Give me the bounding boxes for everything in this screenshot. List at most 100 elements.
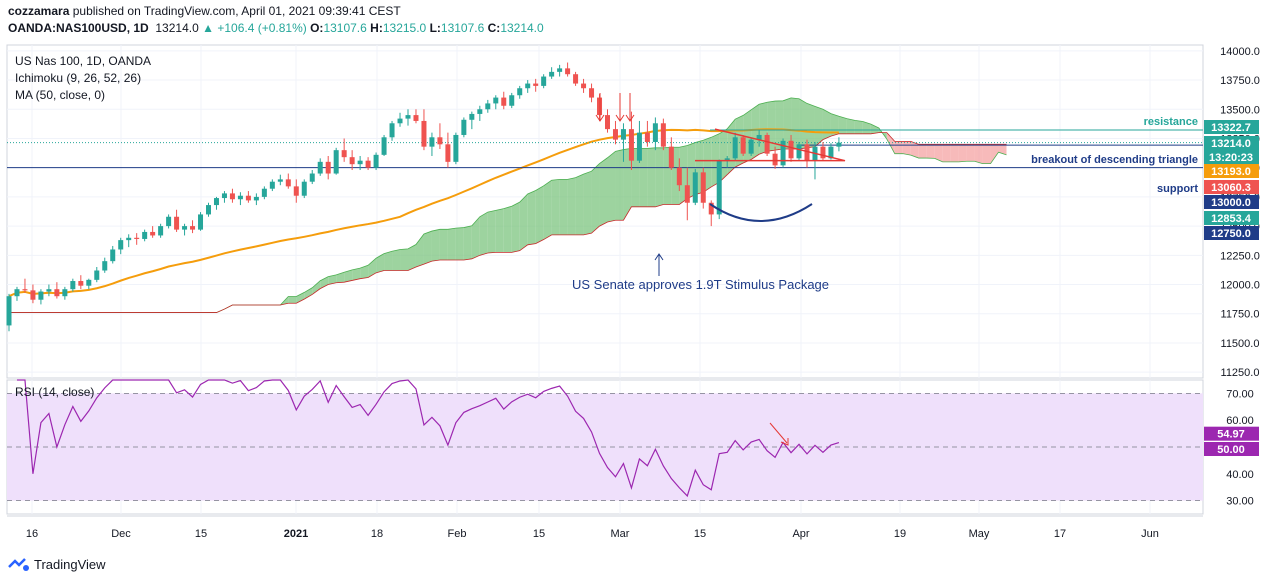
candle-body	[612, 129, 618, 140]
cloud-segment	[838, 116, 847, 134]
cloud-segment	[783, 97, 792, 149]
candle-body	[190, 226, 196, 230]
candle-body	[469, 113, 475, 120]
price-tick-label: 12250.0	[1220, 250, 1260, 262]
time-axis[interactable]: 16 Dec 15 2021 18 Feb 15 Mar 15 Apr 19 May 17 Jun	[7, 515, 1203, 540]
cloud-segment	[942, 144, 951, 162]
cloud-segment	[423, 231, 432, 265]
cloud-segment	[312, 280, 321, 295]
cloud-segment	[559, 179, 568, 235]
publish-text: published on TradingView.com, April 01, …	[72, 4, 401, 18]
candle-body	[6, 296, 12, 326]
candle-body	[740, 137, 746, 154]
symbol-name: OANDA:NAS100USD, 1D	[8, 21, 149, 35]
cloud-segment	[647, 147, 656, 207]
candle-body	[780, 140, 786, 166]
price-badge-label: 13:20:23	[1209, 152, 1253, 164]
candle-body	[301, 181, 307, 196]
price-badge-label: 13000.0	[1211, 197, 1251, 209]
candle-body	[620, 129, 626, 140]
candle-body	[94, 270, 100, 280]
price-axis[interactable]: 11250.011500.011750.012000.012250.012500…	[1204, 46, 1260, 508]
horizontal-levels	[7, 129, 1203, 169]
cloud-segment	[775, 100, 784, 151]
candle-body	[317, 161, 323, 174]
cloud-segment	[958, 144, 967, 162]
candle-body	[453, 134, 459, 162]
price-badge	[1204, 226, 1259, 240]
candle-body	[54, 289, 60, 297]
cloud-segment	[934, 144, 943, 162]
cloud-segment	[503, 206, 512, 253]
candle-body	[700, 172, 706, 203]
candle-body	[102, 261, 108, 271]
candle-body	[533, 83, 539, 86]
descending-triangle	[695, 128, 846, 162]
time-tick-label: Mar	[611, 528, 630, 540]
cloud-segment	[870, 124, 879, 134]
candle-body	[477, 109, 483, 114]
price-badge	[1204, 136, 1259, 150]
red-arrow-head-icon	[615, 114, 625, 122]
rsi-mid-label: 50.00	[1217, 444, 1245, 456]
rsi-line	[16, 379, 840, 498]
time-tick-label: 2021	[284, 528, 308, 540]
senkou-span-b	[9, 132, 1007, 313]
brand-name: TradingView	[34, 557, 106, 572]
candle-body	[573, 74, 579, 84]
cloud-segment	[902, 141, 911, 156]
candle-body	[517, 88, 523, 96]
price-chart[interactable]: 11250.011500.011750.012000.012250.012500…	[0, 38, 1274, 553]
candle-body	[828, 146, 834, 159]
candle-body	[804, 144, 810, 161]
price-badge	[1204, 195, 1259, 209]
candle-body	[46, 289, 52, 292]
candle-body	[333, 150, 339, 174]
candle-body	[206, 205, 211, 215]
candle-body	[796, 144, 802, 159]
candle-body	[557, 68, 563, 72]
cloud-segment	[822, 109, 831, 140]
cloud-segment	[463, 225, 472, 260]
cloud-segment	[982, 144, 991, 164]
cloud-segment	[791, 97, 800, 149]
candle-body	[62, 289, 68, 297]
candle-body	[461, 119, 467, 135]
rsi-arrow-shaft	[769, 422, 788, 444]
candle-body	[381, 137, 387, 155]
candle-body	[198, 214, 204, 230]
candle-body	[756, 134, 762, 140]
price-tick-label: 12000.0	[1220, 280, 1260, 292]
candle-body	[182, 226, 188, 230]
price-tick-label: 11250.0	[1221, 367, 1260, 379]
high-label: H:	[370, 21, 383, 35]
cloud-segment	[830, 113, 839, 137]
time-tick-label: Apr	[792, 528, 809, 540]
rsi-badge-label: 54.97	[1217, 429, 1245, 441]
cloud-segment	[447, 228, 456, 260]
candle-body	[389, 123, 395, 138]
candle-body	[373, 154, 379, 168]
cloud-segment	[950, 144, 959, 162]
footer-brand[interactable]: TradingView	[8, 557, 106, 572]
rsi-tick-label: 70.00	[1226, 388, 1254, 400]
price-tick-label: 14000.0	[1220, 46, 1260, 58]
cloud-segment	[352, 268, 361, 281]
cloud-segment	[344, 269, 353, 283]
candle-body	[413, 115, 419, 121]
candle-body	[118, 240, 124, 250]
candle-body	[30, 290, 36, 300]
candle-body	[261, 188, 267, 197]
candle-body	[501, 97, 507, 106]
resistance-label: resistance	[1144, 116, 1198, 128]
close-label: C:	[487, 21, 501, 35]
price-badge-label: 12853.4	[1211, 213, 1252, 225]
candle-body	[589, 88, 595, 98]
candle-body	[732, 137, 738, 159]
price-badge-label: 13214.0	[1211, 138, 1251, 150]
candle-body	[788, 140, 794, 159]
cloud-segment	[487, 210, 496, 253]
candle-body	[660, 123, 666, 147]
change-up-icon: ▲	[202, 21, 214, 35]
candle-body	[341, 150, 347, 158]
